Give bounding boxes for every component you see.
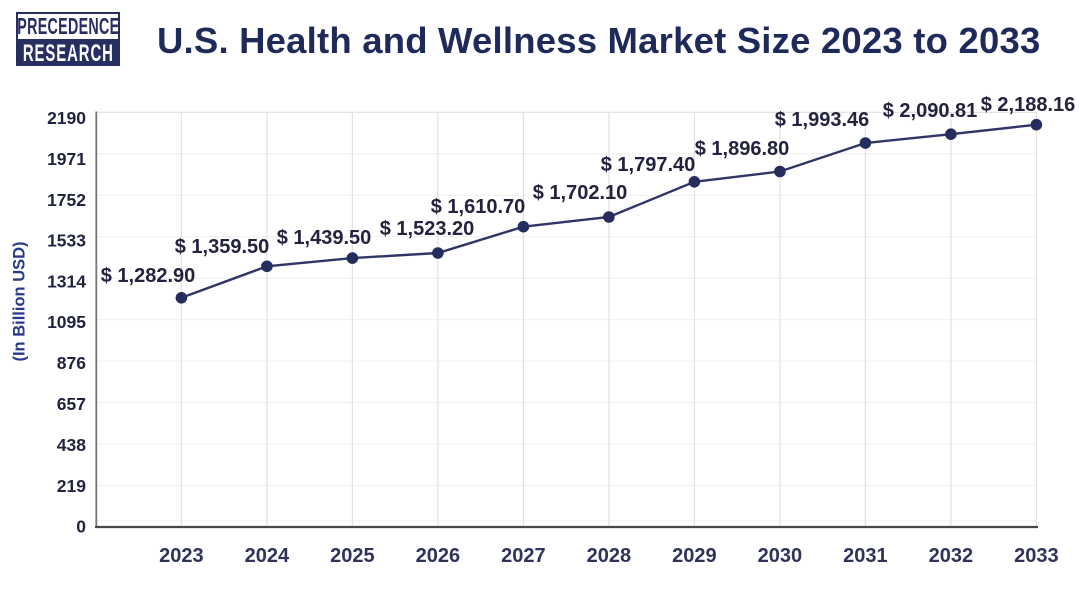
svg-text:2024: 2024 <box>245 545 290 567</box>
svg-text:$ 1,359.50: $ 1,359.50 <box>175 236 270 258</box>
svg-text:2032: 2032 <box>929 545 974 567</box>
svg-text:$ 1,282.90: $ 1,282.90 <box>101 265 196 287</box>
svg-text:2031: 2031 <box>843 545 888 567</box>
svg-text:2030: 2030 <box>758 545 803 567</box>
svg-text:$ 2,188.16: $ 2,188.16 <box>981 94 1076 116</box>
svg-text:2029: 2029 <box>672 545 717 567</box>
svg-text:2033: 2033 <box>1014 545 1059 567</box>
svg-text:0: 0 <box>76 517 86 537</box>
svg-text:$ 2,090.81: $ 2,090.81 <box>883 100 978 122</box>
svg-text:$ 1,702.10: $ 1,702.10 <box>533 182 628 204</box>
svg-text:1752: 1752 <box>47 190 86 210</box>
svg-text:2023: 2023 <box>159 545 204 567</box>
svg-text:$ 1,439.50: $ 1,439.50 <box>277 227 372 249</box>
svg-text:219: 219 <box>57 476 86 496</box>
svg-text:2190: 2190 <box>47 108 86 128</box>
svg-text:2026: 2026 <box>416 545 461 567</box>
svg-text:1314: 1314 <box>47 272 86 292</box>
svg-text:876: 876 <box>57 353 86 373</box>
svg-text:438: 438 <box>57 435 86 455</box>
svg-text:2028: 2028 <box>587 545 632 567</box>
svg-text:$ 1,797.40: $ 1,797.40 <box>601 154 696 176</box>
svg-text:2027: 2027 <box>501 545 546 567</box>
svg-text:2025: 2025 <box>330 545 375 567</box>
svg-text:1533: 1533 <box>47 231 86 251</box>
svg-text:$ 1,896.80: $ 1,896.80 <box>695 138 790 160</box>
svg-text:$ 1,523.20: $ 1,523.20 <box>380 218 475 240</box>
svg-text:(In Billion USD): (In Billion USD) <box>11 241 29 361</box>
svg-text:657: 657 <box>57 394 86 414</box>
svg-text:$ 1,610.70: $ 1,610.70 <box>431 196 526 218</box>
svg-text:1095: 1095 <box>47 312 86 332</box>
svg-text:1971: 1971 <box>47 149 86 169</box>
svg-text:$ 1,993.46: $ 1,993.46 <box>775 109 870 131</box>
